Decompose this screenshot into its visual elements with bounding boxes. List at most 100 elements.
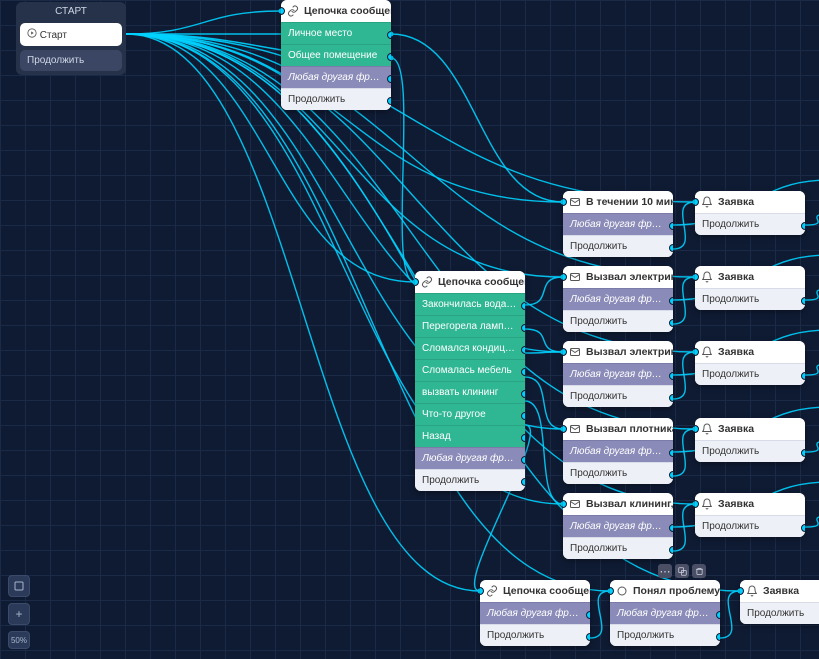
node-row[interactable]: Продолжить [695, 363, 805, 385]
node-header[interactable]: Вызвал клининг, в тече… [563, 493, 673, 515]
node-msgClean[interactable]: Вызвал клининг, в тече… Любая другая фра… [563, 493, 673, 559]
output-port[interactable] [716, 633, 720, 641]
toolbar-copy-icon[interactable] [675, 564, 689, 578]
node-header[interactable]: Вызвал электрика, в те… [563, 266, 673, 288]
node-row[interactable]: Любая другая фраза [563, 440, 673, 462]
node-msg10min[interactable]: В течении 10 минут по… Любая другая фраз… [563, 191, 673, 257]
node-row[interactable]: Любая другая фраза [610, 602, 720, 624]
node-row[interactable]: Любая другая фраза [563, 288, 673, 310]
node-row[interactable]: Продолжить [415, 469, 525, 491]
node-row[interactable]: Продолжить [480, 624, 590, 646]
node-row[interactable]: Продолжить [740, 602, 819, 624]
output-port[interactable] [586, 611, 590, 619]
input-port[interactable] [695, 198, 699, 206]
zoom-in-button[interactable]: + [8, 603, 30, 625]
toolbar-delete-icon[interactable] [692, 564, 706, 578]
start-row-continue[interactable]: Продолжить [20, 50, 122, 71]
output-port[interactable] [521, 368, 525, 376]
output-port[interactable] [669, 524, 673, 532]
fit-view-button[interactable] [8, 575, 30, 597]
input-port[interactable] [563, 198, 567, 206]
node-chain2[interactable]: Цепочка сообщений Закончилась вода в кул… [415, 271, 525, 491]
node-understood[interactable]: Понял проблему, в ско… Любая другая фраз… [610, 580, 720, 646]
node-row[interactable]: Продолжить [563, 385, 673, 407]
output-port[interactable] [669, 244, 673, 252]
node-row[interactable]: Продолжить [695, 288, 805, 310]
input-port[interactable] [695, 425, 699, 433]
node-row[interactable]: Сломалась мебель [415, 359, 525, 381]
output-port[interactable] [669, 449, 673, 457]
node-req1[interactable]: Заявка Продолжить [695, 191, 805, 235]
node-row[interactable]: Любая другая фраза [281, 66, 391, 88]
output-port[interactable] [801, 297, 805, 305]
output-port[interactable] [669, 222, 673, 230]
input-port[interactable] [563, 273, 567, 281]
node-header[interactable]: Заявка [695, 266, 805, 288]
node-row[interactable]: Продолжить [563, 235, 673, 257]
node-row[interactable]: Продолжить [695, 213, 805, 235]
zoom-level[interactable]: 50% [8, 631, 30, 649]
node-row[interactable]: Продолжить [695, 515, 805, 537]
output-port[interactable] [387, 53, 391, 61]
node-msgCarp[interactable]: Вызвал плотника, почи… Любая другая фраз… [563, 418, 673, 484]
node-row[interactable]: Сломался кондиционер [415, 337, 525, 359]
node-header[interactable]: Вызвал плотника, почи… [563, 418, 673, 440]
node-row[interactable]: Что-то другое [415, 403, 525, 425]
node-header[interactable]: Заявка [695, 191, 805, 213]
output-port[interactable] [801, 222, 805, 230]
node-row[interactable]: Любая другая фраза [563, 213, 673, 235]
input-port[interactable] [480, 587, 484, 595]
node-header[interactable]: Заявка [740, 580, 819, 602]
node-row[interactable]: Продолжить [695, 440, 805, 462]
node-header[interactable]: Цепочка сообщений [480, 580, 590, 602]
node-row[interactable]: Назад [415, 425, 525, 447]
node-row[interactable]: вызвать клининг [415, 381, 525, 403]
node-req5[interactable]: Заявка Продолжить [695, 493, 805, 537]
output-port[interactable] [387, 75, 391, 83]
input-port[interactable] [415, 278, 419, 286]
node-header[interactable]: Цепочка сообщений [415, 271, 525, 293]
output-port[interactable] [801, 372, 805, 380]
output-port[interactable] [521, 390, 525, 398]
output-port[interactable] [521, 478, 525, 486]
output-port[interactable] [521, 434, 525, 442]
input-port[interactable] [563, 425, 567, 433]
start-row-play[interactable]: Старт [20, 23, 122, 46]
node-msgElec1[interactable]: Вызвал электрика, в те… Любая другая фра… [563, 266, 673, 332]
node-header[interactable]: В течении 10 минут по… [563, 191, 673, 213]
node-row[interactable]: Личное место [281, 22, 391, 44]
output-port[interactable] [669, 546, 673, 554]
output-port[interactable] [669, 394, 673, 402]
input-port[interactable] [563, 500, 567, 508]
output-port[interactable] [669, 319, 673, 327]
input-port[interactable] [563, 348, 567, 356]
output-port[interactable] [521, 302, 525, 310]
toolbar-more-icon[interactable]: ⋯ [658, 564, 672, 578]
node-row[interactable]: Общее помещение [281, 44, 391, 66]
input-port[interactable] [695, 273, 699, 281]
output-port[interactable] [521, 412, 525, 420]
node-header[interactable]: Заявка [695, 341, 805, 363]
node-row[interactable]: Любая другая фраза [563, 515, 673, 537]
node-header[interactable]: Понял проблему, в ско… [610, 580, 720, 602]
output-port[interactable] [521, 346, 525, 354]
output-port[interactable] [387, 31, 391, 39]
node-req2[interactable]: Заявка Продолжить [695, 266, 805, 310]
input-port[interactable] [610, 587, 614, 595]
node-header[interactable]: Цепочка сообщений [281, 0, 391, 22]
node-chain1[interactable]: Цепочка сообщений Личное место Общее пом… [281, 0, 391, 110]
node-row[interactable]: Продолжить [610, 624, 720, 646]
node-row[interactable]: Продолжить [563, 537, 673, 559]
start-node[interactable]: СТАРТ Старт Продолжить [16, 2, 126, 75]
node-header[interactable]: Заявка [695, 418, 805, 440]
node-row[interactable]: Продолжить [563, 310, 673, 332]
output-port[interactable] [521, 456, 525, 464]
node-header[interactable]: Заявка [695, 493, 805, 515]
node-header[interactable]: Вызвал электрика, в ск… [563, 341, 673, 363]
node-row[interactable]: Любая другая фраза [480, 602, 590, 624]
output-port[interactable] [669, 297, 673, 305]
output-port[interactable] [521, 324, 525, 332]
output-port[interactable] [586, 633, 590, 641]
output-port[interactable] [387, 97, 391, 105]
input-port[interactable] [695, 348, 699, 356]
